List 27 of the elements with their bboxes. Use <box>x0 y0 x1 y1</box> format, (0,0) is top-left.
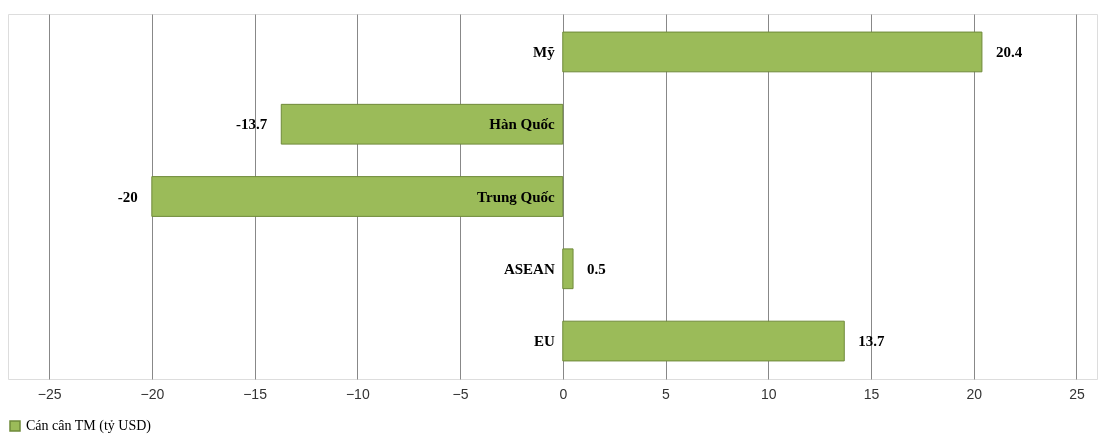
x-tick-label: 10 <box>760 385 777 402</box>
data-label: -13.7 <box>236 116 268 133</box>
y-tick-label: Hàn Quốc <box>489 116 556 133</box>
x-tick-label: 25 <box>1069 385 1085 402</box>
x-tick-label: −10 <box>345 385 370 402</box>
y-tick-label: ASEAN <box>503 260 555 277</box>
y-tick-label: Trung Quốc <box>477 188 556 205</box>
x-tick-label: 20 <box>966 385 983 402</box>
x-tick-label: 5 <box>662 385 671 402</box>
data-label: 20.4 <box>995 43 1023 60</box>
bar <box>562 31 983 73</box>
y-tick-label: Mỹ <box>533 43 556 60</box>
x-tick-label: −25 <box>37 385 62 402</box>
bar <box>280 103 564 145</box>
data-label: -20 <box>117 188 138 205</box>
x-tick-label: 0 <box>559 385 568 402</box>
bar <box>562 320 845 362</box>
bar <box>151 176 564 217</box>
legend-label: Cán cân TM (tỷ USD) <box>26 418 152 434</box>
bar <box>562 248 574 290</box>
x-tick-label: −20 <box>140 385 165 402</box>
data-label: 0.5 <box>587 260 606 277</box>
x-tick-label: 15 <box>863 385 880 402</box>
x-tick-label: −5 <box>452 385 469 402</box>
data-label: 13.7 <box>858 333 886 350</box>
x-tick-label: −15 <box>243 385 268 402</box>
y-tick-label: EU <box>533 333 555 350</box>
